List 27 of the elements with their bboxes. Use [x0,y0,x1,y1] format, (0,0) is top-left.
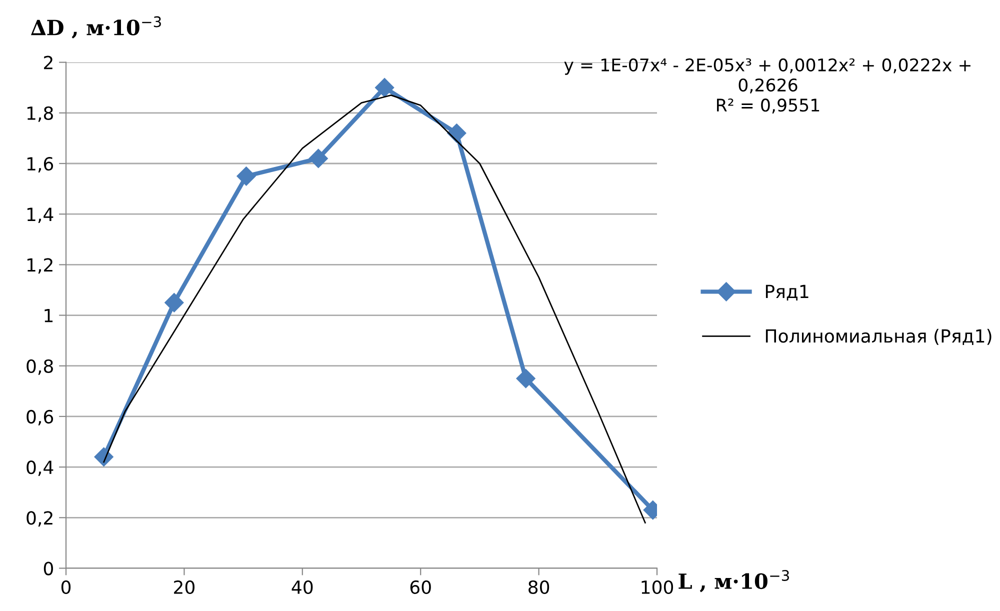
y-tick-label: 1,2 [27,258,52,274]
y-axis-title: ∆D , м·10$^{−3}$ [30,16,161,38]
legend-label: Полиномиальная (Ряд1) [766,328,992,346]
annotation: y = 1E-07x⁴ - 2E-05x³ + 0,0012x² + 0,0222x + 0,2626 R² = 0,9551 [564,58,970,114]
x-tick-label: 40 [292,580,313,594]
point [164,293,184,312]
point [516,368,536,388]
x-tick-label: 60 [410,580,431,594]
y-tick-label: 0,6 [26,410,54,426]
x-axis-title: L , м·10$^{−3}$ [678,570,789,592]
y-tick-label: 0,4 [26,460,54,476]
y-tick-label: 1,4 [27,208,54,224]
x-tick-label: 100 [642,580,674,594]
y-tick-label: 1,6 [27,156,54,172]
y-tick-label: 2 [44,56,52,70]
x-tick-label: 0 [61,580,71,594]
y-tick-label: 0,8 [26,359,53,375]
y-tick-label: 1 [44,308,53,322]
y-tick-label: 0 [44,562,53,576]
x-tick-label: 80 [528,580,550,594]
legend-label: Ряд1 [766,284,808,300]
point [236,166,256,186]
x-tick-label: 20 [174,580,194,594]
point [308,148,328,168]
y-tick-label: 0,2 [26,511,52,527]
y-tick-label: 1,8 [27,106,53,122]
point [375,78,394,98]
